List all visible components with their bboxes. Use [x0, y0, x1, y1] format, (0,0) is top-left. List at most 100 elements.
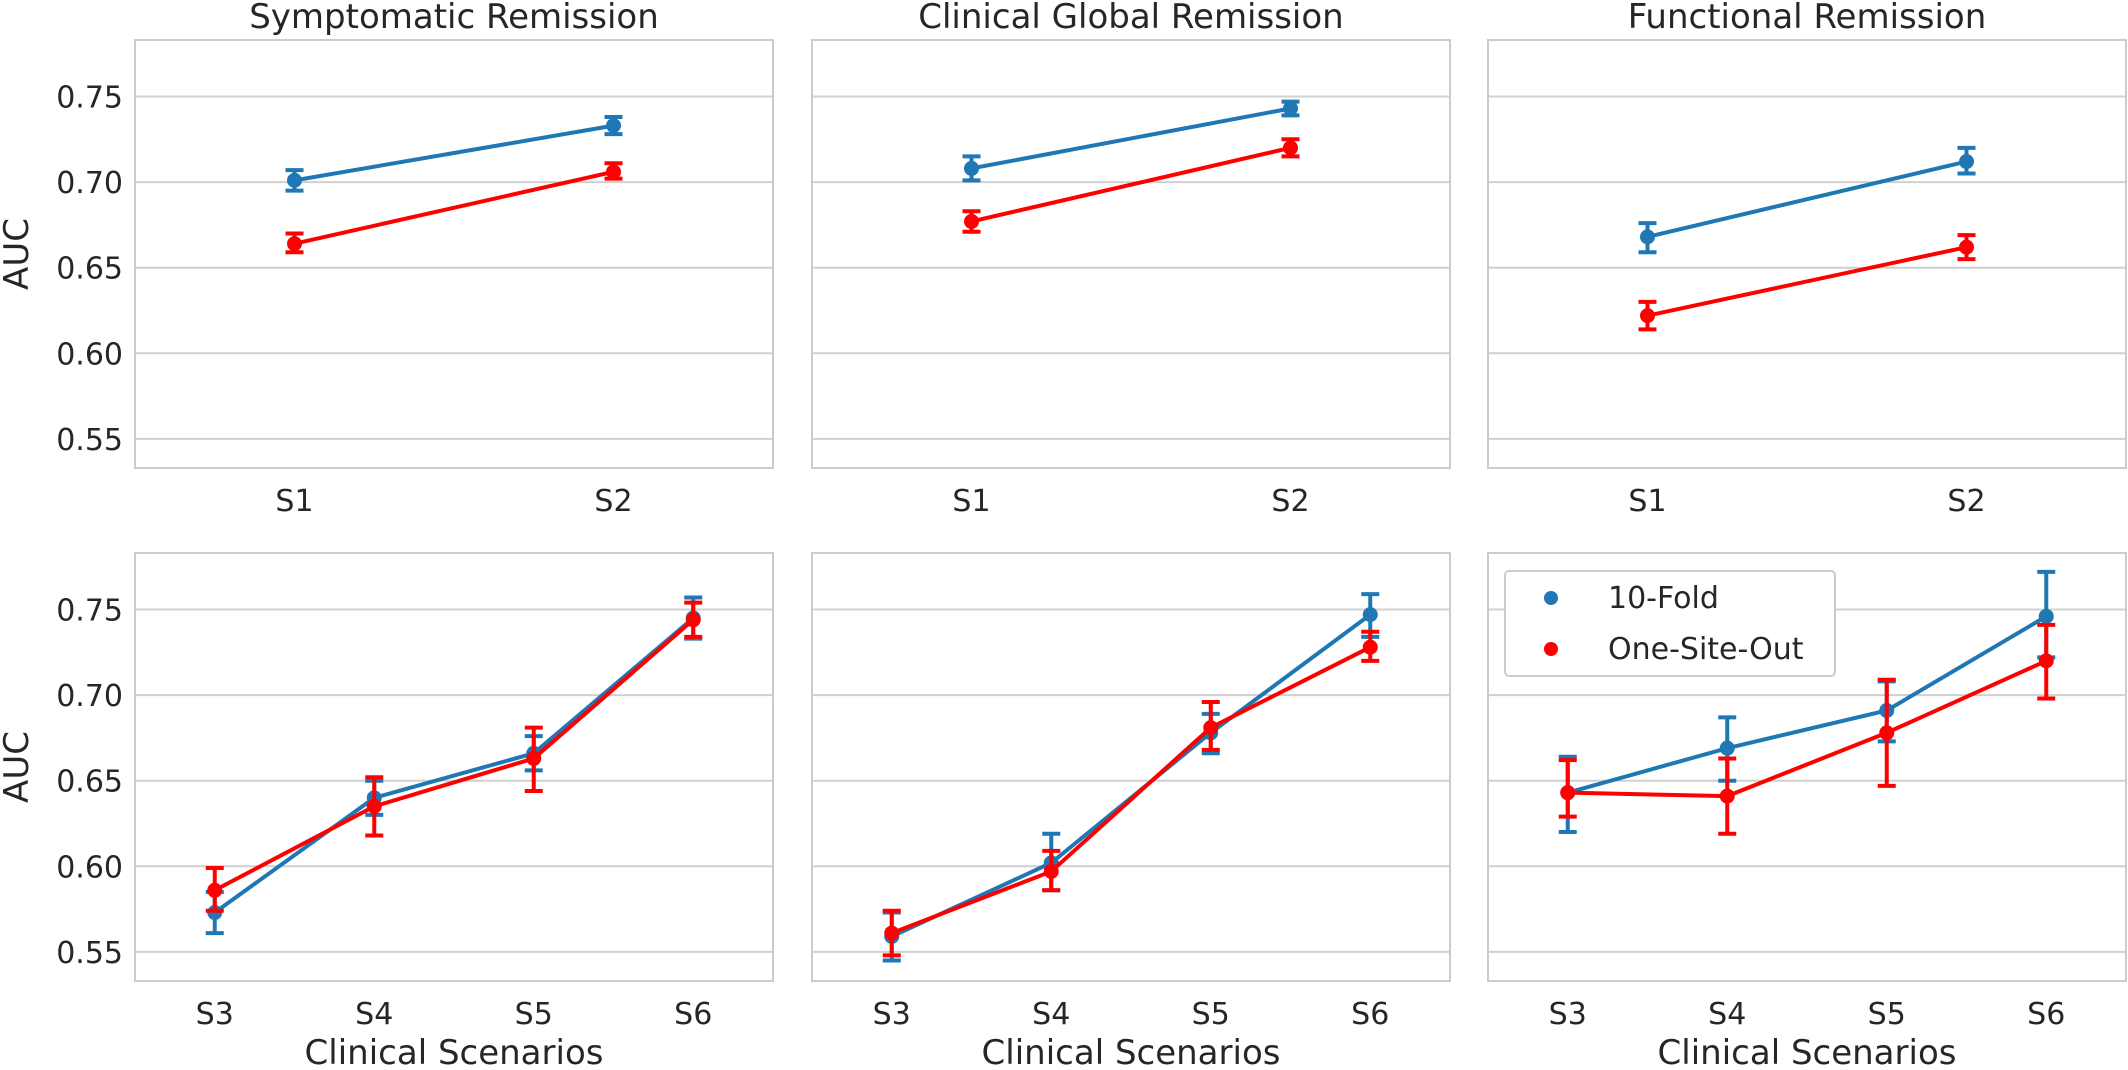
series-one-site-out: [205, 600, 703, 913]
legend: 10-Fold One-Site-Out: [1504, 570, 1836, 677]
data-point: [1203, 720, 1219, 736]
y-tick-label: 0.65: [56, 252, 123, 287]
data-point: [964, 160, 979, 176]
x-tick-label: S3: [1549, 997, 1587, 1032]
series-one-site-out: [962, 137, 1300, 234]
y-axis-label: AUC: [0, 731, 37, 803]
data-point: [1560, 785, 1576, 801]
y-tick-label: 0.70: [56, 679, 123, 714]
series-line: [213, 618, 695, 893]
legend-label-10-fold: 10-Fold: [1608, 581, 1719, 616]
series-one-site-out: [285, 161, 623, 255]
data-point: [884, 925, 900, 941]
x-tick-label: S6: [674, 997, 712, 1032]
panel-frame: [811, 39, 1451, 469]
data-point: [287, 172, 302, 188]
data-point: [2038, 653, 2054, 669]
series-line: [294, 123, 614, 183]
series-one-site-out: [1558, 622, 2056, 836]
x-tick-label: S3: [196, 997, 234, 1032]
data-point: [526, 750, 542, 766]
data-point: [685, 612, 701, 628]
data-point: [1362, 607, 1378, 623]
panel-frame: [1487, 552, 2127, 982]
x-tick-label: S4: [355, 997, 393, 1032]
series-line: [1647, 159, 1967, 239]
data-point: [964, 213, 979, 229]
panel-6: S3 S4 S5 S6 Clinical Scenarios: [1487, 552, 2127, 1070]
legend-marker-one-site-out: [1544, 642, 1558, 656]
y-tick-label: 0.55: [56, 936, 123, 971]
data-point: [1959, 239, 1974, 255]
series-line: [891, 645, 1372, 935]
legend-box: [1504, 570, 1836, 677]
series-one-site-out: [882, 629, 1380, 958]
data-point: [2038, 608, 2054, 624]
y-tick-label: 0.55: [56, 423, 123, 458]
series-line: [213, 616, 695, 915]
x-axis-label: Clinical Scenarios: [982, 1033, 1281, 1070]
x-tick-label: S3: [873, 997, 911, 1032]
x-tick-label: S4: [1032, 997, 1070, 1032]
series-line: [294, 169, 614, 246]
data-point: [1640, 229, 1655, 245]
y-tick-label: 0.60: [56, 850, 123, 885]
panel-2: Clinical Global Remission S1 S2: [811, 0, 1451, 519]
legend-label-one-site-out: One-Site-Out: [1608, 632, 1804, 667]
y-tick-label: 0.60: [56, 337, 123, 372]
series-line: [1647, 245, 1967, 318]
data-point: [1959, 154, 1974, 170]
data-point: [207, 882, 223, 898]
data-point: [287, 236, 302, 252]
panel-frame: [811, 552, 1451, 982]
series-line: [971, 106, 1291, 171]
x-tick-label: S1: [275, 484, 313, 519]
y-axis-label: AUC: [0, 218, 37, 290]
data-point: [606, 164, 621, 180]
panel-3: Functional Remission S1 S2: [1487, 0, 2127, 519]
x-tick-label: S6: [2027, 997, 2065, 1032]
x-tick-label: S2: [594, 484, 632, 519]
x-axis-label: Clinical Scenarios: [305, 1033, 604, 1070]
panel-frame: [134, 39, 774, 469]
legend-marker-10-fold: [1544, 591, 1558, 605]
series-line: [971, 145, 1291, 224]
data-point: [1879, 725, 1895, 741]
panel-title: Clinical Global Remission: [918, 0, 1343, 37]
data-point: [1283, 100, 1298, 116]
x-tick-label: S5: [1868, 997, 1906, 1032]
x-tick-label: S5: [515, 997, 553, 1032]
data-point: [1640, 308, 1655, 324]
data-point: [366, 798, 382, 814]
x-tick-label: S1: [952, 484, 990, 519]
x-tick-label: S2: [1947, 484, 1985, 519]
x-axis-label: Clinical Scenarios: [1658, 1033, 1957, 1070]
series-line: [1567, 659, 2048, 799]
series-one-site-out: [1638, 233, 1976, 332]
panel-title: Symptomatic Remission: [249, 0, 659, 37]
data-point: [606, 118, 621, 134]
data-point: [1283, 140, 1298, 156]
panel-frame: [134, 552, 774, 982]
panel-5: S3 S4 S5 S6 Clinical Scenarios: [811, 552, 1451, 1070]
data-point: [1719, 788, 1735, 804]
series-line: [1567, 614, 2048, 795]
data-point: [1362, 639, 1378, 655]
series-10-fold: [882, 592, 1380, 963]
series-10-fold: [1638, 145, 1976, 255]
panel-title: Functional Remission: [1628, 0, 1987, 37]
series-10-fold: [285, 115, 623, 193]
data-point: [1043, 863, 1059, 879]
x-tick-label: S4: [1708, 997, 1746, 1032]
panel-frame: [1487, 39, 2127, 469]
series-10-fold: [962, 99, 1300, 183]
panel-1: Symptomatic Remission 0.55 0.60 0.65 0.70 0.7…: [0, 0, 774, 519]
x-tick-label: S5: [1192, 997, 1230, 1032]
x-tick-label: S1: [1628, 484, 1666, 519]
y-tick-label: 0.75: [56, 593, 123, 628]
series-10-fold: [205, 595, 703, 936]
data-point: [1719, 740, 1735, 756]
y-tick-label: 0.70: [56, 166, 123, 201]
x-tick-label: S6: [1351, 997, 1389, 1032]
